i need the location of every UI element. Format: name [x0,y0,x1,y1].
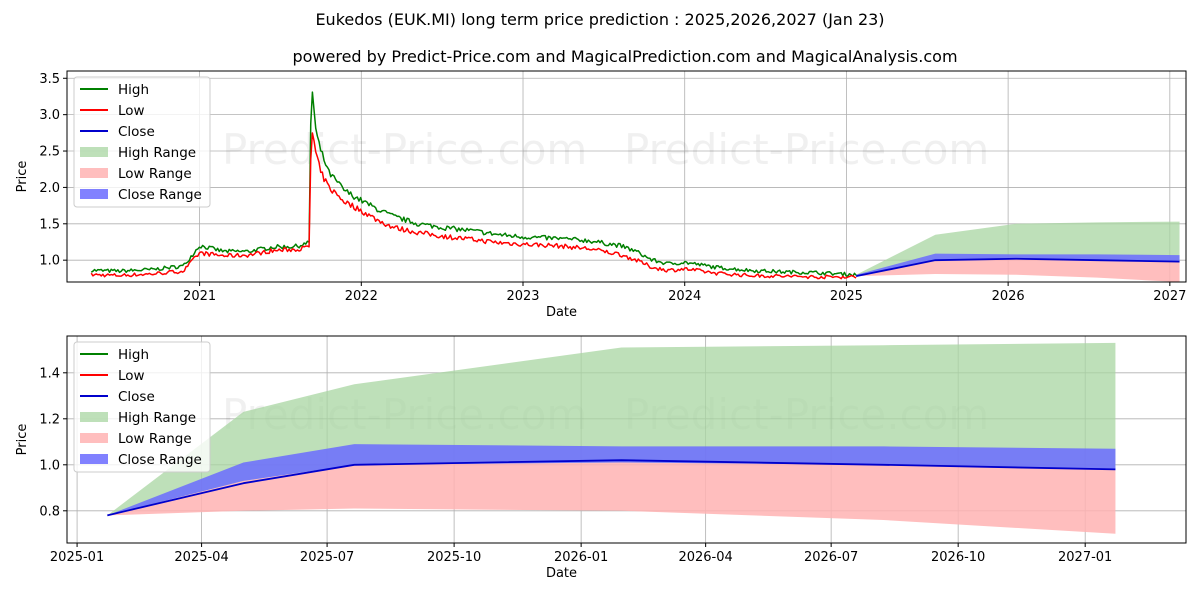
chart-subtitle: powered by Predict-Price.com and Magical… [292,47,957,66]
x-tick-label: 2026-10 [931,550,985,565]
x-tick-label: 2025-04 [174,550,228,565]
high-range-band [107,342,1116,516]
x-tick-label: 2022 [345,289,378,304]
y-axis-label: Price [15,161,30,193]
legend-label-low: Low [118,368,145,384]
x-tick-label: 2021 [183,289,216,304]
y-tick-label: 2.0 [39,181,60,196]
x-tick-label: 2026-04 [678,550,732,565]
axes-frame [66,335,1187,544]
x-tick-label: 2026-01 [554,550,608,565]
chart-title: Eukedos (EUK.MI) long term price predict… [315,10,884,29]
y-tick-label: 1.0 [39,458,60,473]
legend-label-low-range: Low Range [118,166,192,182]
high-range-band [856,221,1180,277]
y-tick-label: 2.5 [39,145,60,160]
legend-label-close-range: Close Range [118,452,202,468]
y-tick-label: 3.5 [39,72,60,87]
close-series-line [107,459,1116,517]
legend-swatch-high-range [80,147,108,157]
x-tick-label: 2026-07 [804,550,858,565]
x-tick-label: 2026 [992,289,1025,304]
x-axis-label: Date [546,305,577,320]
low-series-line [90,132,857,280]
y-tick-label: 1.0 [39,254,60,269]
x-tick-label: 2027 [1153,289,1186,304]
legend-label-high-range: High Range [118,145,196,161]
legend-swatch-close-range [80,454,108,464]
x-tick-label: 2027-01 [1058,550,1112,565]
x-tick-label: 2023 [506,289,539,304]
x-tick-label: 2024 [668,289,701,304]
legend-label-high-range: High Range [118,410,196,426]
x-tick-label: 2025 [830,289,863,304]
y-tick-label: 1.4 [39,366,60,381]
legend-label-high: High [118,82,149,98]
y-tick-label: 3.0 [39,108,60,123]
legend-label-close-range: Close Range [118,187,202,203]
legend-swatch-low-range [80,168,108,178]
y-tick-label: 1.2 [39,412,60,427]
legend-label-close: Close [118,124,155,140]
legend-label-high: High [118,347,149,363]
watermark-text: Predict-Price.com [624,125,989,174]
close-series-line [855,257,1180,278]
watermark-text: Predict-Price.com [222,125,587,174]
legend-swatch-close-range [80,189,108,199]
x-tick-label: 2025-10 [427,550,481,565]
y-axis-label: Price [15,424,30,456]
y-tick-label: 1.5 [39,217,60,232]
x-tick-label: 2025-01 [50,550,104,565]
x-axis-label: Date [546,566,577,581]
legend-label-low: Low [118,103,145,119]
legend-label-close: Close [118,389,155,405]
low-range-band [856,259,1180,282]
legend-swatch-high-range [80,412,108,422]
y-tick-label: 0.8 [39,504,60,519]
axes-frame [66,70,1187,283]
legend-label-low-range: Low Range [118,431,192,447]
forecast-panel: Predict-Price.comPredict-Price.com2025-0… [15,335,1187,581]
legend-swatch-low-range [80,433,108,443]
high-series-line [90,91,857,277]
history-panel: Predict-Price.com Predict-Price.com 2021 20… [15,70,1187,320]
low-range-band [107,462,1116,534]
close-range-band [107,444,1116,516]
x-tick-label: 2025-07 [300,550,354,565]
